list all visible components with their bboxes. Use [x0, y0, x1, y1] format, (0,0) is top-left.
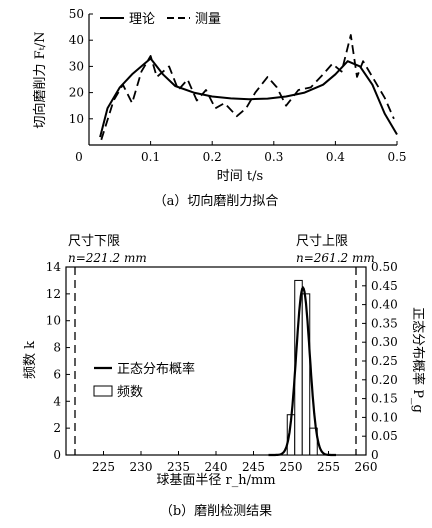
b-y2-tick-label: 0.10: [371, 410, 398, 424]
b-y-tick-label: 0: [53, 448, 61, 462]
b-histogram-bar: [301, 293, 311, 456]
a-caption: （a）切向磨削力拟合: [154, 193, 279, 209]
b-y2-tick-label: 0.35: [371, 316, 398, 330]
b-y-axis-label: 频数 k: [23, 341, 38, 379]
a-y-tick-label: 40: [69, 33, 84, 47]
b-y-tick-label: 2: [53, 421, 61, 435]
a-series-measured-line: [100, 34, 395, 141]
b-plot-frame: [65, 266, 367, 456]
b-y-tick-label: 14: [46, 260, 62, 274]
b-x-axis-label: 球基面半径 r_h/mm: [156, 473, 275, 488]
b-x-tick-label: 225: [92, 460, 115, 474]
panel-a-force-chart: 0 0.1 0.2 0.3 0.4 0.5 10 20 30 40 50 切向磨削力 Fₜ/N 时…: [32, 7, 407, 209]
b-x-tick-label: 255: [317, 460, 340, 474]
b-y2-axis-label: 正态分布概率 P_g: [410, 307, 426, 413]
b-x-tick-label: 235: [167, 460, 190, 474]
b-normal-curve: [268, 285, 336, 457]
b-y-tick-label: 8: [53, 341, 61, 355]
b-y2-tick-label: 0.15: [371, 392, 398, 406]
panel-b-inspection-chart: 225 230 235 240 245 250 255 260 0 2 4 6 8 10 12 14 0 0.…: [23, 234, 426, 519]
a-x-axis-label: 时间 t/s: [217, 169, 263, 184]
b-legend-label-bars: 频数: [117, 385, 143, 400]
b-x-tick-label: 260: [355, 460, 378, 474]
b-upper-limit-label: 尺寸上限: [296, 234, 348, 249]
b-legend-label-curve: 正态分布概率: [117, 361, 195, 377]
b-y2-tick-label: 0.30: [371, 335, 398, 349]
b-y2-tick-label: 0.40: [371, 298, 398, 312]
b-legend: 正态分布概率 频数: [93, 361, 195, 400]
a-y-tick-label: 30: [69, 59, 84, 73]
a-y-tick-label: 10: [69, 112, 84, 126]
b-y2-tick-label: 0: [371, 448, 379, 462]
b-lower-limit-label: 尺寸下限: [68, 234, 120, 249]
b-y-tick-label: 10: [46, 314, 61, 328]
b-y2-tick-label: 0.45: [371, 279, 398, 293]
a-y-tick-label: 50: [69, 7, 84, 21]
a-legend-label-measured: 测量: [195, 12, 221, 27]
a-series-theory-line: [99, 57, 398, 138]
a-x-tick-label: 0.2: [203, 150, 222, 164]
a-legend-label-theory: 理论: [129, 12, 155, 27]
b-x-tick-label: 230: [130, 460, 153, 474]
b-x-tick-label: 240: [205, 460, 228, 474]
a-x-tick-label: 0: [75, 150, 83, 164]
b-y2-tick-label: 0.50: [371, 260, 398, 274]
b-y2-tick-label: 0.20: [371, 373, 398, 387]
a-x-tick-label: 0.5: [387, 150, 406, 164]
a-x-tick-label: 0.3: [264, 150, 283, 164]
b-y2-tick-label: 0.25: [371, 354, 398, 368]
a-y-axis-label: 切向磨削力 Fₜ/N: [32, 31, 48, 128]
b-lower-limit-value: n=221.2 mm: [68, 251, 147, 265]
b-y2-tick-label: 0.05: [371, 429, 398, 443]
b-upper-limit-value: n=261.2 mm: [296, 251, 375, 265]
a-legend: 理论 测量: [100, 12, 221, 27]
b-y-tick-label: 4: [53, 394, 61, 408]
a-x-tick-label: 0.4: [326, 150, 345, 164]
a-x-tick-label: 0.1: [141, 150, 160, 164]
b-x-tick-label: 245: [242, 460, 265, 474]
a-y-tick-label: 20: [69, 86, 84, 100]
b-caption: （b）磨削检测结果: [160, 504, 272, 519]
b-x-tick-label: 250: [280, 460, 303, 474]
b-legend-swatch-bars: [93, 385, 113, 397]
b-y-tick-label: 6: [53, 367, 61, 381]
b-y-tick-label: 12: [46, 287, 61, 301]
